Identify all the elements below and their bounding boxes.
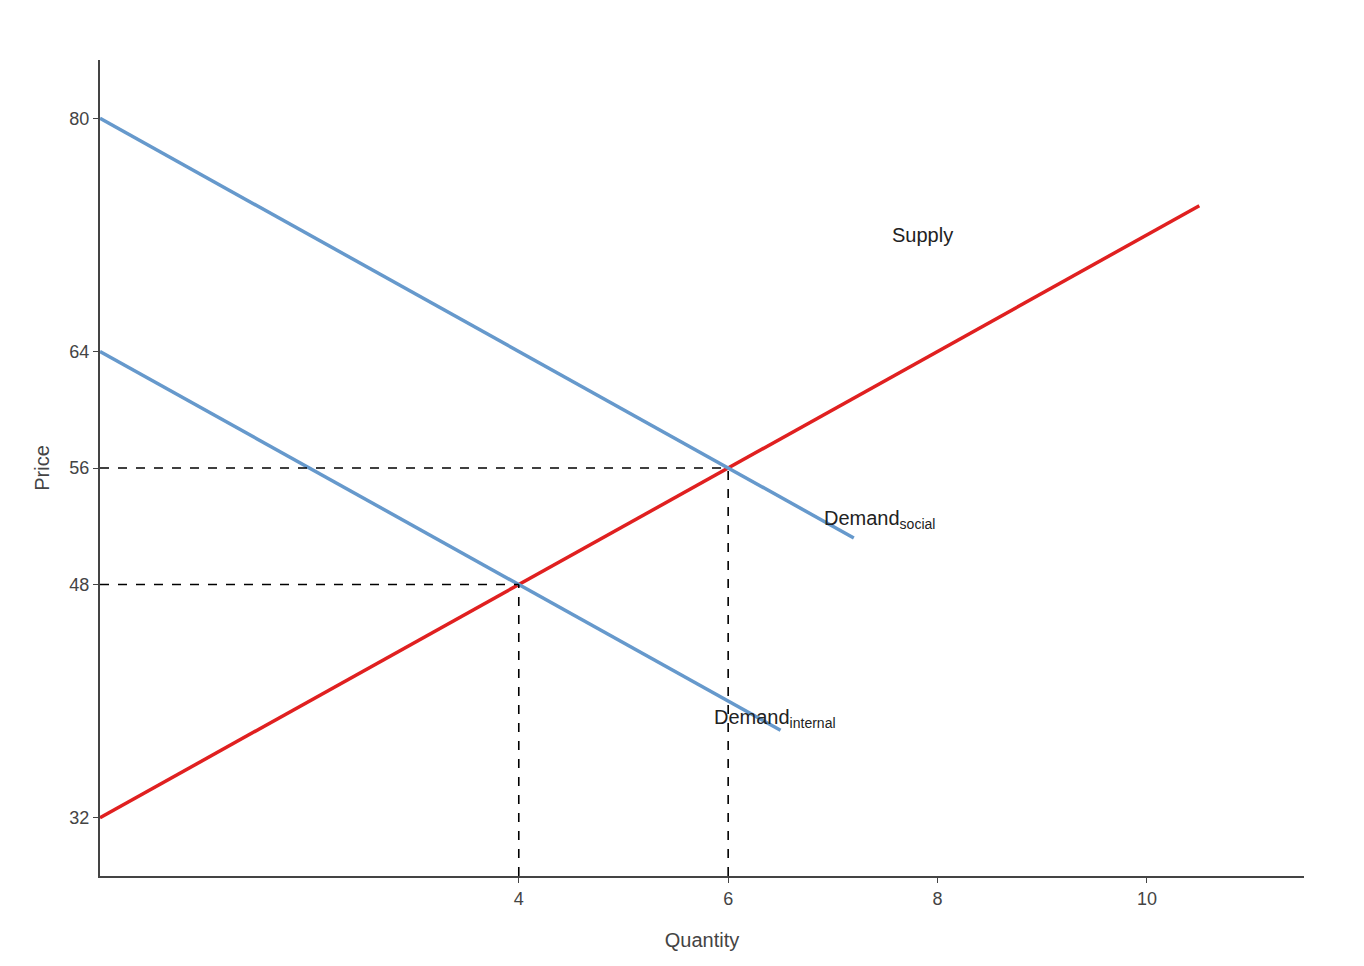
svg-text:48: 48	[69, 575, 89, 595]
svg-text:64: 64	[69, 342, 89, 362]
svg-text:Demand​social​: Demand​social​	[824, 507, 935, 532]
svg-text:32: 32	[69, 808, 89, 828]
svg-text:Supply: Supply	[892, 224, 953, 246]
svg-text:56: 56	[69, 458, 89, 478]
svg-text:6: 6	[723, 889, 733, 909]
svg-text:Quantity: Quantity	[665, 929, 739, 951]
svg-text:Price: Price	[31, 445, 53, 491]
svg-text:10: 10	[1137, 889, 1157, 909]
svg-text:8: 8	[933, 889, 943, 909]
svg-text:80: 80	[69, 109, 89, 129]
svg-text:4: 4	[514, 889, 524, 909]
svg-text:Demand​internal​: Demand​internal​	[714, 706, 836, 731]
